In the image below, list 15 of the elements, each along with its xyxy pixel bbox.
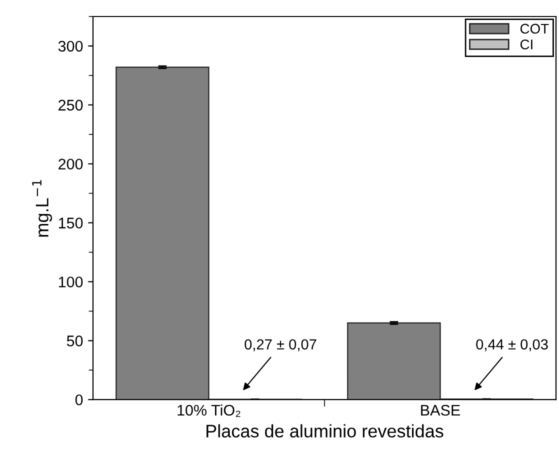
legend-label: CI	[520, 40, 532, 50]
annotation: 0,27 ± 0,07	[244, 339, 316, 352]
y-tick-label: 100	[58, 276, 83, 288]
x-tick-label: BASE	[421, 404, 460, 416]
y-tick-label: 0	[75, 394, 83, 406]
annotation: 0,44 ± 0,03	[476, 339, 548, 352]
y-axis-title: mg.L$^{−1}$	[32, 180, 52, 237]
x-axis-title: Placas de aluminio revestidas	[206, 424, 444, 438]
y-tick-label: 200	[58, 158, 83, 170]
y-tick-label: 50	[66, 336, 83, 346]
y-tick-label: 150	[58, 218, 83, 228]
x-tick-label: 10% TiO₂	[178, 404, 240, 417]
y-tick-label: 250	[58, 100, 83, 111]
y-tick-label: 300	[58, 40, 83, 52]
legend-label: COT	[520, 24, 549, 34]
